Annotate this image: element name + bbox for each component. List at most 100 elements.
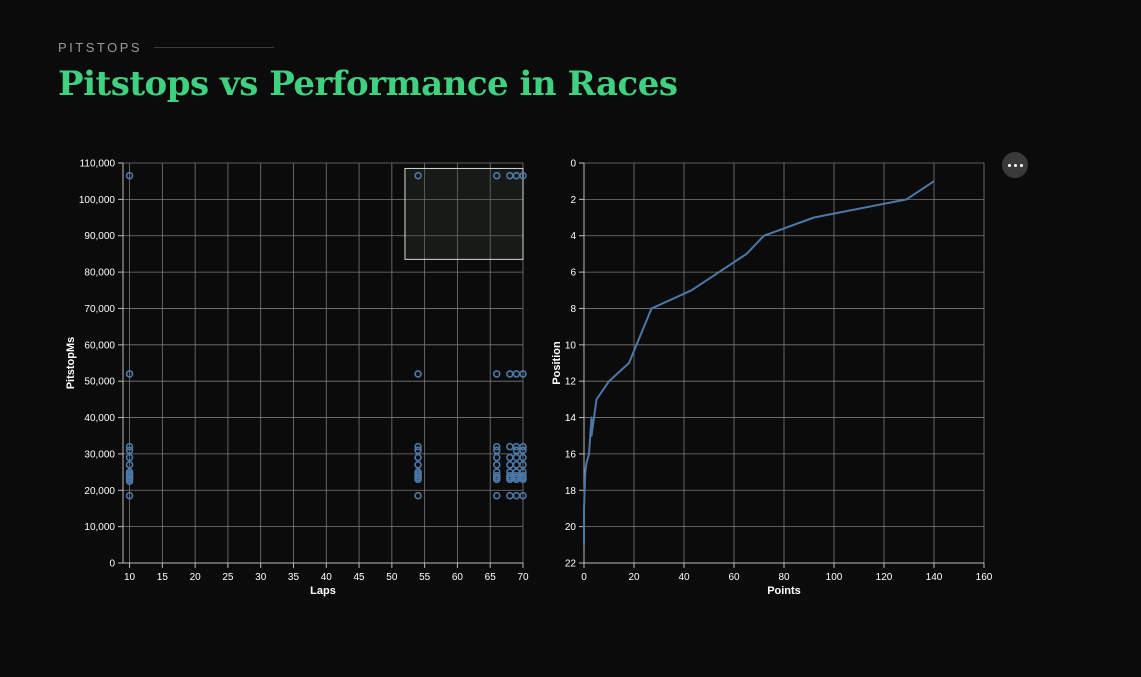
y-tick-label: 10,000 [84,522,115,533]
y-tick-label: 18 [565,486,577,497]
scatter-point [125,171,134,180]
scatter-point [492,446,501,455]
x-tick-label: 160 [976,572,993,583]
y-tick-label: 110,000 [80,159,116,170]
y-tick-label: 16 [565,449,577,460]
scatter-point [125,370,134,378]
section-label: PITSTOPS [58,40,143,55]
x-tick-label: 0 [581,572,587,583]
x-tick-label: 15 [157,572,169,583]
x-tick-label: 40 [678,572,690,583]
scatter-point [414,461,422,469]
y-tick-label: 20 [565,522,577,533]
scatter-point [125,453,134,462]
x-tick-label: 30 [255,572,267,583]
scatter-point [506,453,514,462]
scatter-point [519,370,527,378]
scatter-point [519,171,527,180]
x-tick-label: 100 [826,572,843,583]
scatter-point [492,370,501,378]
scatter-point [414,475,422,484]
scatter-point [125,477,134,485]
y-tick-label: 80,000 [84,268,115,279]
x-tick-label: 60 [452,572,464,583]
scatter-point [492,453,501,462]
scatter-point [414,370,422,378]
scatter-point [125,446,134,455]
y-tick-label: 6 [570,268,576,279]
x-tick-label: 25 [222,572,234,583]
chart-2: 0 20 40 60 80 100 120 140 160 0 2 4 6 8 10 12 14 16 18 20 22… [551,159,993,598]
scatter-point [414,446,422,455]
x-tick-label: 20 [628,572,640,583]
scatter-point [506,442,514,451]
y-tick-label: 100,000 [79,195,116,206]
x-tick-label: 50 [386,572,398,583]
scatter-point [506,491,514,500]
scatter-point [414,491,422,500]
x-tick-label: 10 [124,572,136,583]
scatter-point [519,461,527,469]
scatter-point [506,370,514,378]
y-tick-label: 20,000 [84,486,115,497]
scatter-point [506,461,514,469]
eyebrow: PITSTOPS [58,40,275,55]
y-tick-label: 60,000 [84,340,115,351]
scatter-point [125,461,134,469]
y-tick-label: 2 [570,195,576,206]
scatter-point [492,461,501,469]
y-tick-label: 8 [570,304,576,315]
scatter-point [492,442,501,451]
y-tick-label: 22 [565,559,577,570]
scatter-point [512,461,521,469]
y-tick-label: 30,000 [84,449,115,460]
x-tick-label: 20 [190,572,202,583]
scatter-point [414,171,422,180]
scatter-point [492,171,501,180]
more-options-button[interactable] [1002,152,1028,178]
scatter-point [519,446,527,455]
chart-1: 10 15 20 25 30 35 40 45 50 55 60 65 70 0 10,000 20,000 3… [65,159,529,598]
scatter-point [519,453,527,462]
y-tick-label: 14 [565,413,577,424]
eyebrow-divider [154,47,275,48]
scatter-point [512,370,521,378]
y-tick-label: 70,000 [84,304,115,315]
scatter-point [519,475,527,484]
scatter-point [414,453,422,462]
more-horizontal-icon [1007,163,1011,167]
x-tick-label: 140 [926,572,943,583]
scatter-point [492,491,501,500]
x-tick-label: 40 [321,572,333,583]
dot [1013,163,1017,167]
y-tick-label: 10 [565,340,577,351]
x-tick-label: 80 [778,572,790,583]
scatter-point [512,491,521,500]
x-axis-title: Laps [310,585,336,597]
series-line [583,180,935,545]
scatter-point [125,442,134,451]
x-tick-label: 45 [354,572,366,583]
y-tick-label: 40,000 [84,413,115,424]
selection-brush [404,167,524,260]
x-tick-label: 65 [485,572,497,583]
x-tick-label: 70 [517,572,529,583]
scatter-point [492,475,501,484]
scatter-point [519,491,527,500]
y-tick-label: 90,000 [84,231,115,242]
x-tick-label: 120 [876,572,893,583]
y-tick-label: 4 [570,231,576,242]
scatter-point [125,491,134,500]
x-tick-label: 55 [419,572,431,583]
y-tick-label: 50,000 [84,377,115,388]
y-tick-label: 0 [570,159,576,170]
scatter-point [414,442,422,451]
y-axis-title: PitstopMs [65,337,77,390]
x-axis-title: Points [767,585,801,597]
scatter-point [519,442,527,451]
dot [1019,163,1023,167]
y-axis-title: Position [551,341,563,385]
x-tick-label: 35 [288,572,300,583]
y-tick-label: 0 [109,559,115,570]
